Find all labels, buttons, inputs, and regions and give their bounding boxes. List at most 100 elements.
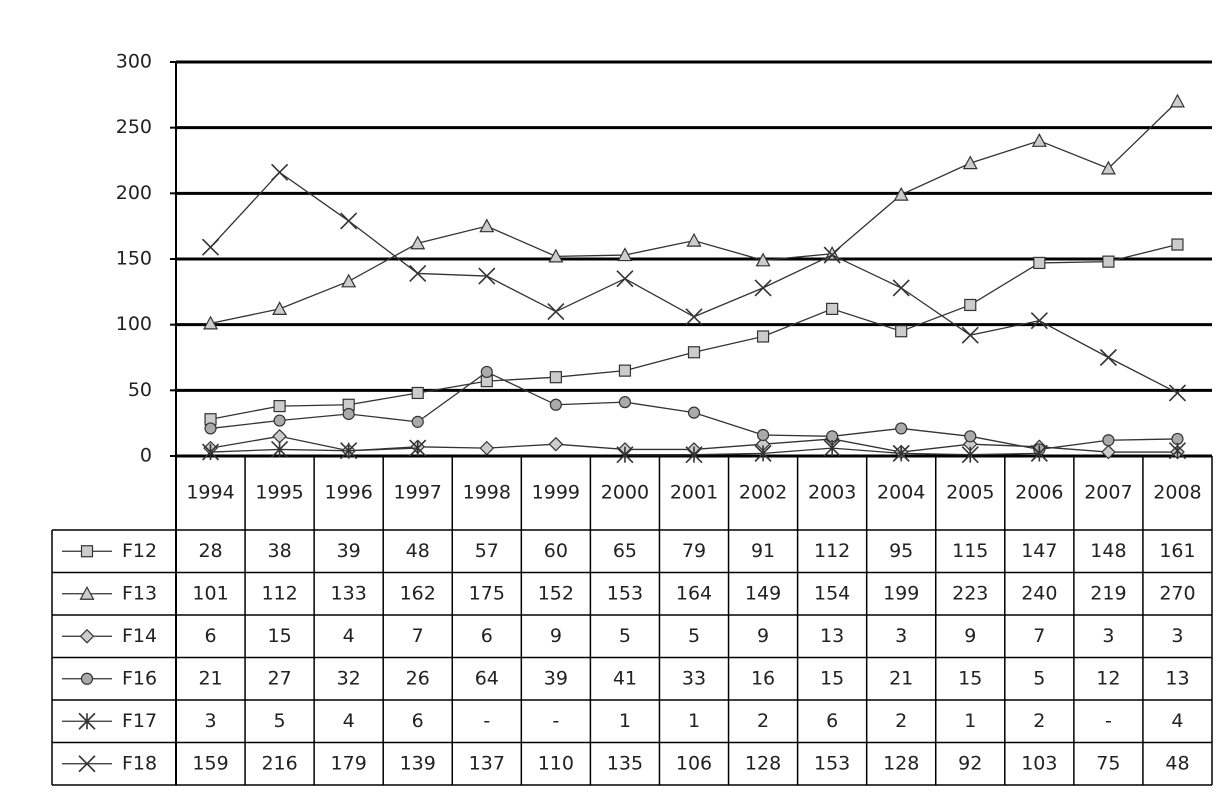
table-cell: 39 [544,667,568,689]
table-cell: 3 [204,710,216,732]
marker [549,398,562,411]
table-cell: 115 [952,540,988,562]
table-cell: 6 [826,710,838,732]
marker [685,308,703,326]
marker [201,443,220,461]
table-cell: 4 [343,710,355,732]
marker [548,248,564,263]
legend-label: F13 [122,582,157,604]
marker [1168,442,1187,460]
table-cell: 135 [607,752,643,774]
marker [409,264,427,283]
table-cell: 161 [1159,540,1195,562]
table-cell: 33 [682,667,706,689]
x-tick-label: 1996 [324,482,372,504]
table-cell: 39 [337,540,361,562]
table-cell: 164 [676,582,712,604]
marker [409,439,427,457]
marker [480,365,493,379]
table-cell: 1 [619,710,631,732]
marker [964,298,977,312]
marker [80,672,94,685]
y-tick-label: 200 [116,182,152,204]
marker [479,218,495,233]
table-cell: 9 [964,625,976,647]
marker [273,399,286,413]
marker [410,235,426,250]
marker [756,428,770,442]
marker [411,386,424,400]
marker [962,155,978,170]
legend-label: F12 [122,540,157,562]
x-tick-label: 2001 [670,482,718,504]
table-cell: 240 [1021,582,1057,604]
x-tick-label: 2008 [1153,482,1201,504]
x-tick-label: 1995 [255,482,303,504]
marker [687,346,701,359]
table-cell: 128 [745,752,781,774]
table-cell: 16 [751,667,775,689]
marker [79,628,95,644]
table-cell: 26 [406,667,430,689]
marker [340,212,358,230]
table-cell: 3 [1171,625,1183,647]
table-cell: 152 [538,582,574,604]
table-cell: 9 [757,625,769,647]
table-cell: 159 [192,752,228,774]
table-cell: 2 [1033,710,1045,732]
table-cell: 128 [883,752,919,774]
table-cell: 7 [412,625,424,647]
table-cell: 112 [814,540,850,562]
table-cell: 216 [261,752,297,774]
table-cell: 65 [613,540,637,562]
y-tick-label: 150 [116,248,152,270]
legend-label: F17 [122,710,157,732]
table-cell: 21 [889,667,913,689]
marker [271,163,289,181]
table-cell: 162 [400,582,436,604]
table-cell: 1 [688,710,700,732]
marker [80,545,94,558]
table-cell: 101 [192,582,228,604]
table-cell: 147 [1021,540,1057,562]
x-tick-label: 2003 [808,482,856,504]
marker [895,422,908,435]
table-cell: 137 [469,752,505,774]
marker [1030,444,1048,462]
marker [271,440,289,458]
marker [892,279,910,297]
x-tick-label: 2006 [1015,482,1063,504]
table-cell: 3 [1102,625,1114,647]
x-tick-label: 1999 [532,482,580,504]
table-cell: 15 [958,667,982,689]
table-cell: 6 [412,710,424,732]
table-cell: 9 [550,625,562,647]
table-cell: 139 [400,752,436,774]
marker [78,712,96,730]
table-cell: 106 [676,752,712,774]
marker [755,252,771,267]
table-cell: 92 [958,752,982,774]
marker [893,186,909,201]
table-cell: 103 [1021,752,1057,774]
marker [547,302,565,321]
y-tick-label: 50 [128,379,152,401]
marker [204,422,217,435]
table-cell: 21 [198,667,222,689]
marker [616,446,634,464]
marker [479,440,495,456]
legend-label: F18 [122,752,157,774]
table-cell: 15 [268,625,292,647]
table-cell: 41 [613,667,637,689]
marker [201,238,220,256]
marker [1031,133,1047,147]
marker [823,246,841,264]
table-cell: 91 [751,540,775,562]
table-cell: 6 [481,625,493,647]
marker [895,325,908,338]
table-cell: 133 [331,582,367,604]
marker [1101,444,1116,460]
marker [892,444,910,462]
marker [687,406,701,419]
